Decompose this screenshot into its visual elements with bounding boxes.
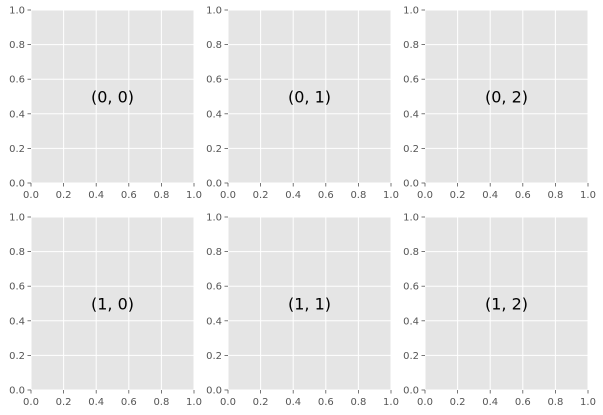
x-tick-label: 0.4	[285, 190, 301, 201]
subplot-0-0: 0.0 0.2 0.4 0.6 0.8 1.0 0.0 0.2 0.4 0.6 0.8 1.0 (0, …	[9, 6, 202, 202]
x-tick-label: 0.6	[121, 397, 137, 408]
x-tick-label: 0.4	[88, 190, 104, 201]
x-tick-label: 0.0	[23, 190, 39, 201]
x-tick-label: 0.8	[153, 397, 169, 408]
x-tick-label: 0.6	[121, 190, 137, 201]
x-tick-label: 0.6	[515, 190, 531, 201]
y-tick-label: 1.0	[403, 6, 419, 17]
axes-background	[228, 10, 391, 183]
axes-background	[425, 10, 588, 183]
axes-background	[31, 217, 194, 390]
subplot-0-1: 0.0 0.2 0.4 0.6 0.8 1.0 0.0 0.2 0.4 0.6 0.8 1.0 (0, …	[206, 6, 399, 202]
x-tick-label: 0.0	[417, 397, 433, 408]
x-tick-label: 0.4	[88, 397, 104, 408]
x-tick-label: 0.6	[515, 397, 531, 408]
subplot-1-2: 0.0 0.2 0.4 0.6 0.8 1.0 0.0 0.2 0.4 0.6 0.8 1.0 (1, …	[403, 213, 596, 409]
x-tick-label: 0.2	[56, 190, 72, 201]
y-tick-label: 0.8	[403, 40, 419, 51]
x-tick-label: 0.2	[450, 190, 466, 201]
y-tick-label: 0.6	[206, 75, 222, 86]
subplot-annotation: (0, 0)	[91, 88, 134, 107]
y-tick-label: 0.8	[9, 40, 25, 51]
y-tick-label: 0.4	[206, 109, 222, 120]
x-tick-label: 1.0	[186, 190, 202, 201]
y-tick-label: 0.4	[206, 316, 222, 327]
x-tick-label: 0.0	[417, 190, 433, 201]
y-tick-label: 1.0	[9, 6, 25, 17]
y-tick-label: 0.0	[403, 179, 419, 190]
x-tick-label: 0.0	[220, 397, 236, 408]
y-tick-label: 1.0	[403, 213, 419, 224]
y-tick-label: 1.0	[9, 213, 25, 224]
subplot-annotation: (1, 1)	[288, 295, 331, 314]
x-tick-label: 1.0	[580, 397, 596, 408]
y-tick-label: 0.4	[9, 109, 25, 120]
x-tick-label: 0.2	[253, 397, 269, 408]
y-tick-label: 0.6	[206, 282, 222, 293]
x-tick-label: 0.0	[220, 190, 236, 201]
x-tick-label: 1.0	[383, 190, 399, 201]
y-tick-label: 0.2	[403, 351, 419, 362]
x-tick-label: 0.6	[318, 397, 334, 408]
subplot-annotation: (1, 2)	[485, 295, 528, 314]
y-tick-label: 0.2	[9, 144, 25, 155]
x-tick-label: 0.4	[482, 190, 498, 201]
y-tick-label: 0.0	[9, 386, 25, 397]
subplot-1-1: 0.0 0.2 0.4 0.6 0.8 1.0 0.0 0.2 0.4 0.6 0.8 1.0 (1, …	[206, 213, 399, 409]
subplot-annotation: (0, 1)	[288, 88, 331, 107]
y-tick-label: 0.0	[206, 179, 222, 190]
x-tick-label: 1.0	[383, 397, 399, 408]
y-tick-label: 0.2	[206, 351, 222, 362]
x-tick-label: 0.2	[450, 397, 466, 408]
y-tick-label: 0.6	[403, 282, 419, 293]
x-tick-label: 0.4	[482, 397, 498, 408]
y-tick-label: 0.6	[9, 75, 25, 86]
y-tick-label: 0.2	[206, 144, 222, 155]
x-tick-label: 1.0	[580, 190, 596, 201]
y-tick-label: 0.8	[403, 247, 419, 258]
y-tick-label: 0.6	[9, 282, 25, 293]
axes-background	[425, 217, 588, 390]
x-tick-label: 0.8	[547, 397, 563, 408]
y-tick-label: 1.0	[206, 6, 222, 17]
x-tick-label: 0.4	[285, 397, 301, 408]
y-tick-label: 0.8	[206, 40, 222, 51]
axes-background	[228, 217, 391, 390]
y-tick-label: 0.8	[9, 247, 25, 258]
subplot-annotation: (1, 0)	[91, 295, 134, 314]
y-tick-label: 0.6	[403, 75, 419, 86]
x-tick-label: 0.8	[350, 190, 366, 201]
y-tick-label: 0.8	[206, 247, 222, 258]
y-tick-label: 0.4	[403, 316, 419, 327]
subplot-annotation: (0, 2)	[485, 88, 528, 107]
x-tick-label: 0.8	[350, 397, 366, 408]
y-tick-label: 0.4	[9, 316, 25, 327]
y-tick-label: 0.2	[9, 351, 25, 362]
y-tick-label: 1.0	[206, 213, 222, 224]
y-tick-label: 0.2	[403, 144, 419, 155]
axes-background	[31, 10, 194, 183]
x-tick-label: 0.8	[547, 190, 563, 201]
x-tick-label: 0.2	[253, 190, 269, 201]
subplot-0-2: 0.0 0.2 0.4 0.6 0.8 1.0 0.0 0.2 0.4 0.6 0.8 1.0 (0, …	[403, 6, 596, 202]
x-tick-label: 1.0	[186, 397, 202, 408]
x-tick-label: 0.0	[23, 397, 39, 408]
x-tick-label: 0.2	[56, 397, 72, 408]
x-tick-label: 0.6	[318, 190, 334, 201]
subplot-1-0: 0.0 0.2 0.4 0.6 0.8 1.0 0.0 0.2 0.4 0.6 0.8 1.0 (1, …	[9, 213, 202, 409]
y-tick-label: 0.0	[9, 179, 25, 190]
y-tick-label: 0.0	[403, 386, 419, 397]
x-tick-label: 0.8	[153, 190, 169, 201]
y-tick-label: 0.4	[403, 109, 419, 120]
y-tick-label: 0.0	[206, 386, 222, 397]
